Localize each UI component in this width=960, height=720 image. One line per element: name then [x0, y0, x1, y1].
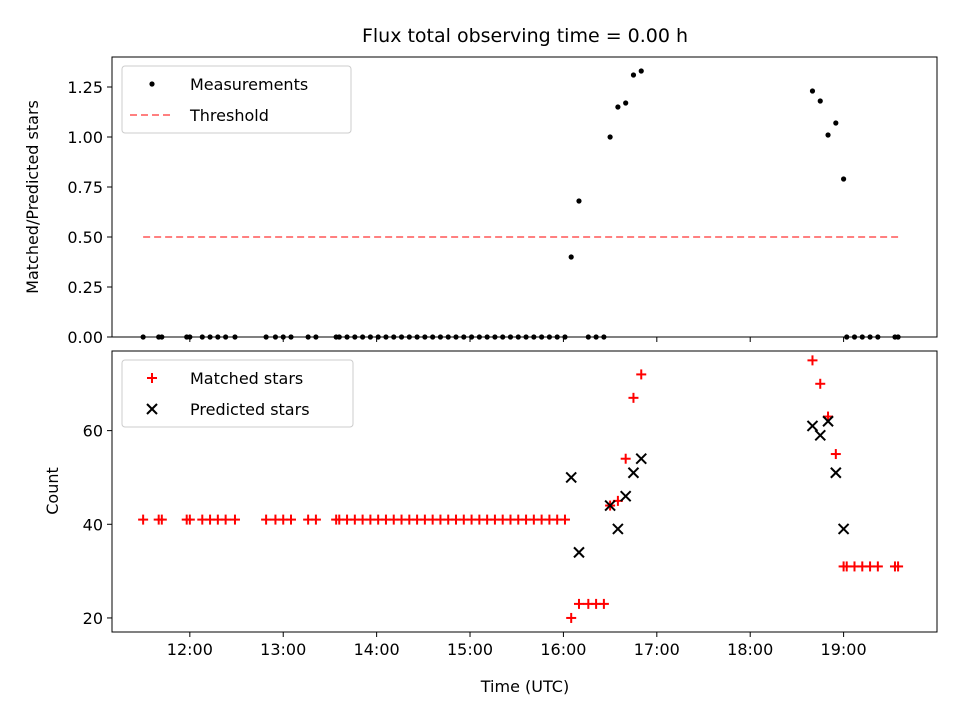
matched-star-point: [815, 378, 826, 389]
top-y-tick-label: 0.50: [67, 228, 103, 247]
matched-star-point: [893, 561, 904, 572]
x-tick-label: 15:00: [447, 640, 493, 659]
matched-star-point: [229, 514, 240, 525]
measurement-point: [576, 198, 582, 204]
measurement-point: [638, 68, 644, 74]
legend-label: Matched stars: [190, 369, 303, 388]
measurement-point: [809, 88, 816, 94]
bottom-legend-box: [121, 359, 354, 428]
measurement-point: [841, 176, 847, 182]
measurement-point: [825, 132, 831, 138]
bottom-plot-frame: [111, 350, 938, 633]
legend-x-icon: [146, 403, 158, 415]
x-tick-label: 12:00: [167, 640, 213, 659]
predicted-star-point: [830, 467, 842, 479]
matched-star-point: [220, 514, 231, 525]
matched-star-point: [872, 561, 883, 572]
matched-star-point: [261, 514, 272, 525]
top-y-axis-label: Matched/Predicted stars: [23, 100, 42, 294]
matched-star-point: [573, 598, 584, 609]
matched-star-point: [184, 514, 195, 525]
top-y-tick-label: 0.00: [67, 328, 103, 347]
matched-star-point: [830, 449, 841, 460]
x-tick-label: 16:00: [540, 640, 586, 659]
predicted-star-point: [573, 546, 585, 559]
predicted-star-point: [837, 523, 850, 535]
top-y-tick-label: 1.00: [67, 128, 103, 147]
matched-star-point: [138, 514, 149, 525]
x-tick-label: 17:00: [634, 640, 680, 659]
predicted-star-point: [806, 420, 819, 432]
matched-star-point: [807, 355, 818, 366]
matched-star-point: [310, 514, 321, 525]
x-tick-label: 13:00: [260, 640, 306, 659]
bottom-chart-panel: 12:00 13:00 14:00 15:00 16:00 17:00 18:00 19:00…: [43, 350, 938, 696]
top-y-tick-label: 1.25: [67, 78, 103, 97]
top-legend-box: [121, 65, 352, 134]
legend-label: Measurements: [190, 75, 308, 94]
predicted-star-point: [604, 499, 616, 512]
predicted-star-point: [627, 467, 640, 479]
matched-star-point: [559, 514, 570, 525]
matched-star-point: [156, 514, 167, 525]
x-tick-label: 18:00: [727, 640, 773, 659]
bottom-y-tick-label: 40: [83, 515, 103, 534]
legend-label: Threshold: [189, 106, 269, 125]
legend-dot-icon: [149, 81, 155, 87]
bottom-y-tick-label: 60: [83, 422, 103, 441]
legend-label: Predicted stars: [190, 400, 310, 419]
top-y-tick-label: 0.25: [67, 278, 103, 297]
predicted-star-point: [612, 523, 624, 535]
measurement-point: [568, 254, 574, 260]
predicted-star-point: [619, 490, 632, 502]
matched-star-point: [598, 598, 609, 609]
measurement-point: [630, 72, 637, 78]
top-plot-frame: [111, 56, 938, 338]
top-chart-panel: Flux total observing time = 0.00 h 0.00 0…: [23, 25, 938, 347]
measurement-point: [623, 100, 629, 106]
x-tick-label: 14:00: [354, 640, 400, 659]
predicted-star-point: [565, 471, 577, 484]
predicted-star-point: [635, 453, 647, 465]
measurement-point: [607, 134, 613, 140]
bottom-y-tick-label: 20: [83, 609, 103, 628]
measurement-point: [615, 104, 621, 110]
matched-star-point: [628, 392, 639, 403]
matched-star-point: [620, 453, 631, 464]
x-tick-label: 19:00: [821, 640, 867, 659]
chart-title: Flux total observing time = 0.00 h: [362, 25, 688, 47]
matched-star-point: [566, 612, 577, 623]
legend-plus-icon: [147, 373, 157, 383]
bottom-legend: Matched stars Predicted stars: [121, 359, 354, 428]
x-axis-label: Time (UTC): [480, 677, 569, 696]
measurement-point: [817, 98, 823, 104]
predicted-star-point: [814, 429, 826, 442]
top-legend: Measurements Threshold: [121, 65, 352, 134]
top-y-tick-label: 0.75: [67, 178, 103, 197]
predicted-star-point: [822, 415, 834, 427]
bottom-y-axis-label: Count: [43, 467, 62, 515]
matched-star-point: [286, 514, 297, 525]
matched-star-point: [636, 369, 647, 380]
measurement-point: [833, 120, 839, 126]
